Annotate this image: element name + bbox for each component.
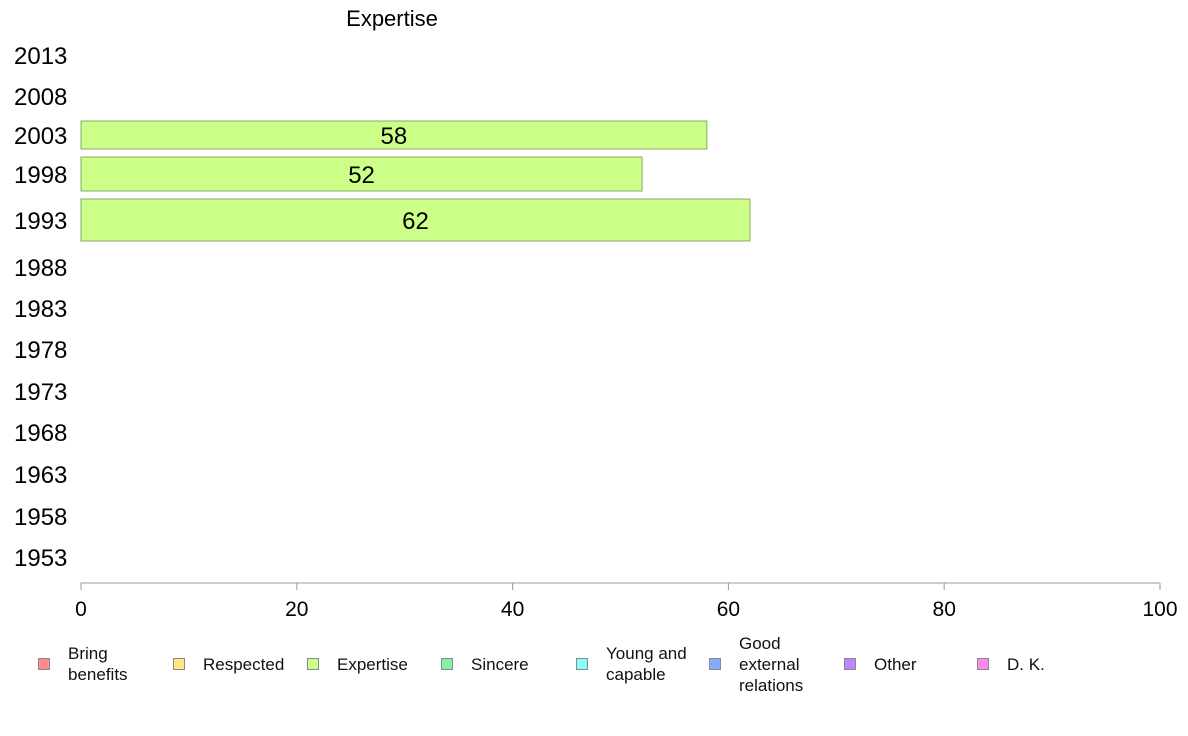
legend-item: Good external relations — [709, 632, 803, 696]
legend-label: Good external relations — [739, 633, 804, 695]
legend-swatch — [441, 658, 453, 670]
legend: Bring benefits Respected Expertise Sincere Y… — [38, 632, 1178, 702]
x-tick-label: 100 — [1142, 598, 1177, 621]
category-label: 1973 — [14, 379, 67, 406]
legend-swatch — [844, 658, 856, 670]
category-label: 2013 — [14, 43, 67, 70]
category-label: 1988 — [14, 255, 67, 282]
legend-swatch — [576, 658, 588, 670]
x-tick-label: 40 — [501, 598, 524, 621]
legend-item: Other — [844, 632, 917, 696]
legend-label: Other — [874, 654, 917, 674]
legend-item: Expertise — [307, 632, 408, 696]
legend-swatch — [709, 658, 721, 670]
data-label: 52 — [348, 162, 375, 189]
legend-item: Respected — [173, 632, 284, 696]
legend-swatch — [38, 658, 50, 670]
legend-label: Respected — [203, 654, 285, 674]
category-label: 1958 — [14, 504, 67, 531]
category-label: 1953 — [14, 545, 67, 572]
x-tick-label: 80 — [933, 598, 956, 621]
x-tick-label: 0 — [75, 598, 87, 621]
legend-label: Expertise — [337, 654, 408, 674]
legend-label: Young and capable — [606, 644, 687, 684]
category-label: 1993 — [14, 208, 67, 235]
category-label: 2003 — [14, 123, 67, 150]
category-label: 1998 — [14, 162, 67, 189]
legend-item: Young and capable — [576, 632, 687, 696]
data-label: 62 — [402, 208, 429, 235]
chart-title: Expertise — [346, 6, 438, 31]
legend-label: Bring benefits — [68, 644, 128, 684]
category-label: 2008 — [14, 84, 67, 111]
data-label: 58 — [381, 123, 408, 150]
legend-label: D. K. — [1007, 654, 1045, 674]
category-label: 1968 — [14, 420, 67, 447]
legend-swatch — [173, 658, 185, 670]
x-tick-label: 60 — [717, 598, 740, 621]
bar — [80, 198, 751, 242]
legend-swatch — [977, 658, 989, 670]
x-tick-label: 20 — [285, 598, 308, 621]
category-label: 1978 — [14, 337, 67, 364]
category-label: 1983 — [14, 296, 67, 323]
legend-swatch — [307, 658, 319, 670]
legend-item: D. K. — [977, 632, 1045, 696]
legend-item: Bring benefits — [38, 632, 128, 696]
bar — [80, 156, 643, 192]
legend-item: Sincere — [441, 632, 529, 696]
category-label: 1963 — [14, 462, 67, 489]
bar — [80, 120, 708, 150]
legend-label: Sincere — [471, 654, 529, 674]
